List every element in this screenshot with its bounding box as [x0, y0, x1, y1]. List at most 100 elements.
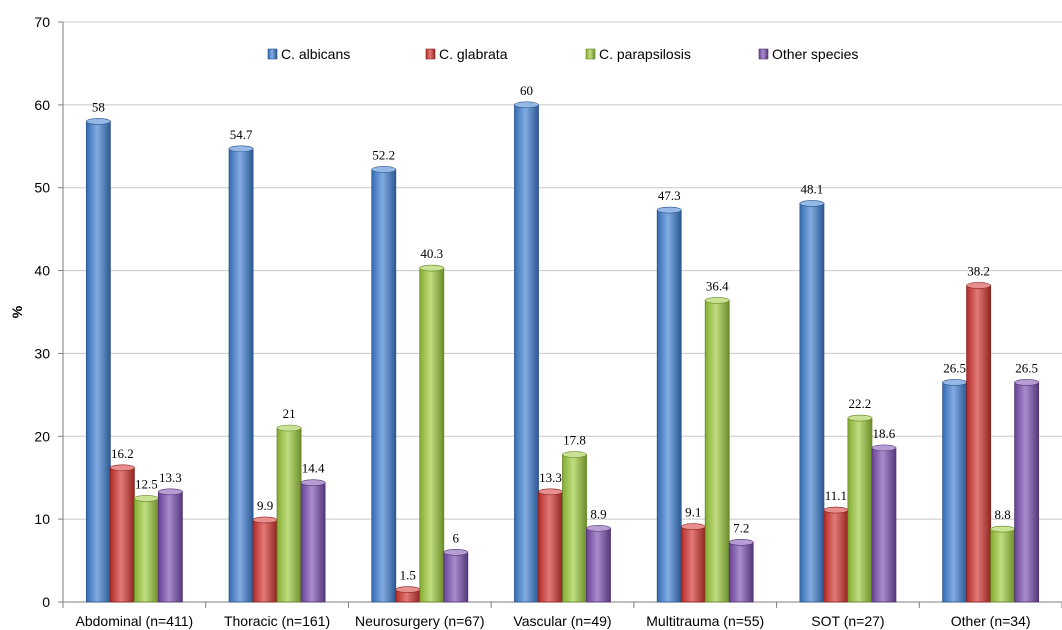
- data-label: 11.1: [825, 488, 847, 503]
- y-tick-label: 10: [34, 511, 50, 527]
- bar-other-species: [157, 491, 183, 603]
- data-labels: 58 54.7 52.2 60 47.3 48.1 26.5 16.2 9.9 1.5 13.3 9.…: [92, 83, 1038, 583]
- bar-c-albicans: [514, 104, 539, 603]
- x-tick-label: Other (n=34): [951, 613, 1031, 629]
- bar-other-species: [300, 482, 326, 603]
- y-tick-label: 20: [34, 428, 50, 444]
- bar-cap: [871, 444, 897, 452]
- bar-cap: [680, 523, 706, 530]
- bar-c-parapsilosis: [276, 427, 302, 603]
- bar-cap: [228, 145, 254, 153]
- y-axis-label: %: [9, 305, 25, 318]
- bar-cap: [371, 166, 397, 173]
- x-tick-label: Thoracic (n=161): [224, 613, 330, 629]
- data-label: 12.5: [135, 476, 158, 491]
- data-label: 7.2: [733, 520, 749, 535]
- bar-c-albicans: [371, 169, 397, 603]
- data-label: 9.9: [257, 498, 273, 513]
- bar-c-glabrata: [680, 526, 706, 603]
- bar-c-parapsilosis: [704, 299, 730, 603]
- data-label: 26.5: [1015, 360, 1038, 375]
- bar-cap: [847, 414, 873, 422]
- data-label: 1.5: [400, 568, 416, 583]
- y-tick-label: 70: [34, 14, 50, 30]
- x-tick-label: Multitrauma (n=55): [646, 613, 764, 629]
- x-tick-label: Vascular (n=49): [513, 613, 611, 629]
- data-label: 8.9: [590, 506, 606, 521]
- bar-cap: [942, 379, 967, 386]
- bars: [85, 101, 1040, 603]
- bar-cap: [276, 424, 302, 432]
- y-tick-label: 60: [34, 97, 50, 113]
- bar-cap: [443, 548, 469, 556]
- data-label: 18.6: [873, 426, 896, 441]
- bar-cap: [538, 488, 563, 496]
- data-label: 16.2: [111, 446, 134, 461]
- bar-cap: [1014, 379, 1039, 386]
- bar-c-parapsilosis: [847, 417, 873, 603]
- bar-c-parapsilosis: [562, 454, 587, 603]
- data-label: 38.2: [967, 263, 990, 278]
- bar-c-parapsilosis: [419, 267, 445, 603]
- bar-cap: [823, 506, 849, 514]
- bar-c-albicans: [228, 148, 254, 603]
- bar-cap: [656, 206, 682, 214]
- legend-swatch: [267, 48, 278, 60]
- data-label: 26.5: [943, 360, 966, 375]
- bar-other-species: [871, 447, 897, 603]
- data-label: 14.4: [302, 461, 325, 476]
- legend-label: C. glabrata: [439, 46, 508, 62]
- bar-cap: [419, 264, 445, 272]
- y-tick-label: 30: [34, 345, 50, 361]
- bar-c-albicans: [799, 203, 825, 603]
- bar-c-glabrata: [109, 467, 135, 603]
- bar-cap: [86, 118, 111, 125]
- data-label: 58: [92, 99, 105, 114]
- data-label: 48.1: [801, 181, 824, 196]
- bar-other-species: [443, 551, 469, 603]
- data-label: 9.1: [685, 505, 701, 520]
- bar-c-glabrata: [252, 519, 278, 603]
- bar-c-albicans: [942, 382, 968, 603]
- data-label: 36.4: [706, 278, 729, 293]
- data-label: 13.3: [159, 470, 182, 485]
- bar-cap: [252, 516, 278, 524]
- bar-cap: [395, 586, 421, 593]
- bar-cap: [966, 282, 991, 289]
- x-tick-label: Abdominal (n=411): [76, 613, 194, 629]
- bar-c-albicans: [656, 209, 682, 603]
- bar-cap: [134, 495, 159, 502]
- legend-swatch: [585, 48, 596, 60]
- bar-cap: [586, 524, 611, 532]
- data-label: 60: [520, 83, 533, 98]
- legend-label: C. albicans: [281, 46, 350, 62]
- bar-c-glabrata: [538, 491, 563, 603]
- bar-c-parapsilosis: [133, 498, 159, 603]
- bar-cap: [728, 539, 754, 546]
- bar-cap: [158, 488, 183, 496]
- data-label: 17.8: [563, 433, 586, 448]
- bar-cap: [562, 451, 587, 458]
- y-tick-label: 0: [42, 594, 50, 610]
- bar-c-albicans: [85, 121, 111, 603]
- data-label: 8.8: [995, 507, 1011, 522]
- data-label: 52.2: [372, 147, 395, 162]
- bar-cap: [514, 101, 539, 109]
- bar-c-glabrata: [966, 285, 992, 603]
- x-tick-label: SOT (n=27): [811, 613, 884, 629]
- data-label: 40.3: [420, 246, 443, 261]
- data-label: 21: [283, 406, 296, 421]
- bar-c-parapsilosis: [990, 528, 1016, 603]
- bar-other-species: [586, 527, 611, 603]
- data-label: 54.7: [230, 127, 253, 142]
- legend-swatch: [425, 48, 436, 60]
- legend: C. albicans C. glabrata C. parapsilosis Oth…: [267, 46, 858, 62]
- bar-cap: [799, 200, 825, 207]
- bar-cap: [110, 464, 135, 472]
- bar-other-species: [728, 541, 754, 603]
- bar-cap: [300, 479, 326, 486]
- bar-c-glabrata: [823, 509, 849, 603]
- legend-label: Other species: [772, 46, 858, 62]
- bar-other-species: [1014, 382, 1040, 603]
- legend-label: C. parapsilosis: [599, 46, 691, 62]
